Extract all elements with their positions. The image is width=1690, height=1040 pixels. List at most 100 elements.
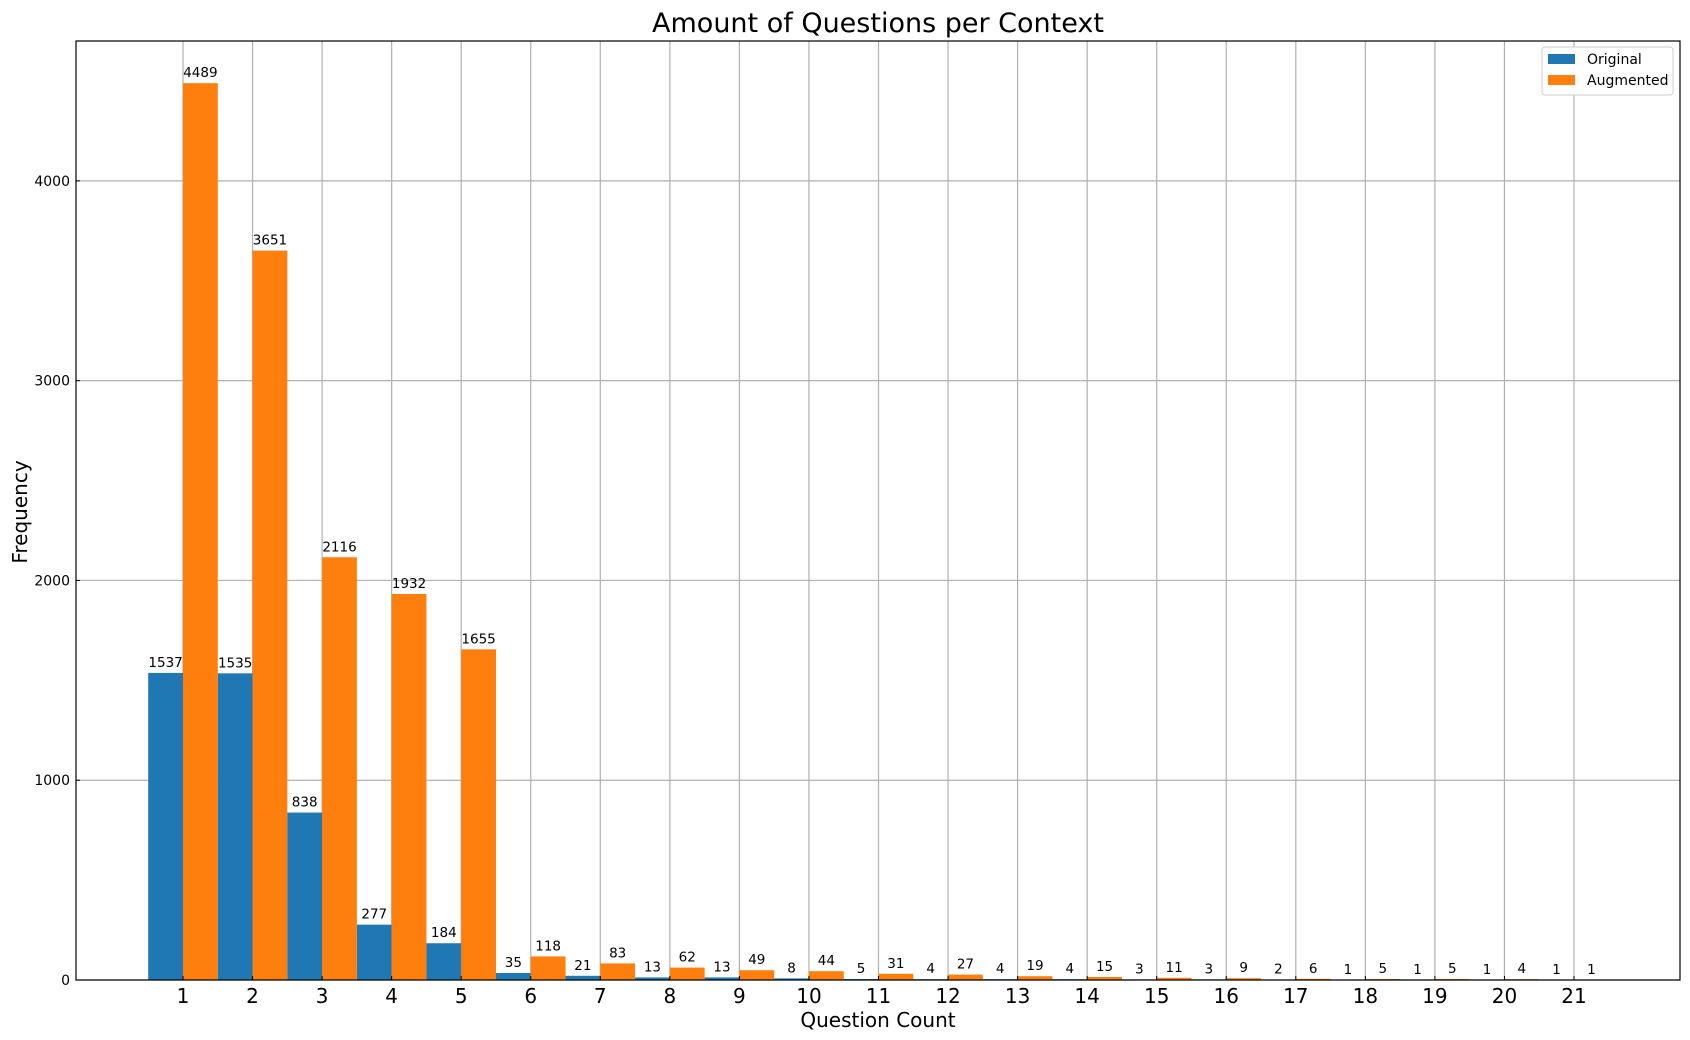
x-tick-label-17: 17: [1283, 984, 1308, 1008]
bar-original-7: [565, 975, 601, 980]
bar-label-original-13: 4: [996, 961, 1005, 977]
bar-label-augmented-12: 27: [957, 957, 974, 973]
bar-label-original-10: 8: [787, 960, 796, 976]
x-tick-label-11: 11: [866, 984, 891, 1008]
x-tick-label-10: 10: [796, 984, 821, 1008]
bar-label-original-19: 1: [1413, 962, 1422, 978]
bar-label-original-14: 4: [1065, 961, 1074, 977]
bar-augmented-7: [600, 963, 636, 980]
bar-augmented-13: [1017, 976, 1053, 980]
x-tick-label-7: 7: [594, 984, 607, 1008]
x-tick-label-15: 15: [1144, 984, 1169, 1008]
bar-original-4: [356, 924, 392, 980]
x-tick-label-21: 21: [1561, 984, 1586, 1008]
chart-title: Amount of Questions per Context: [652, 8, 1104, 39]
bar-label-augmented-20: 4: [1518, 961, 1527, 977]
bar-augmented-2: [252, 250, 288, 981]
x-axis-ticks: 1 2 3 4 5 6 7 8 9 10 11 12 13 14 15 16 17 18 19 20 21: [177, 976, 1587, 1008]
bar-label-augmented-17: 6: [1309, 961, 1318, 977]
x-tick-label-2: 2: [246, 984, 259, 1008]
bar-label-original-6: 35: [505, 955, 522, 971]
x-tick-label-6: 6: [524, 984, 537, 1008]
bar-original-3: [287, 812, 323, 980]
bar-label-augmented-8: 62: [679, 950, 696, 966]
bar-augmented-11: [878, 973, 914, 980]
bar-label-augmented-18: 5: [1378, 961, 1387, 977]
legend-swatch-augmented: [1548, 75, 1575, 85]
bar-augmented-15: [1156, 977, 1192, 980]
bar-original-8: [635, 977, 670, 980]
bar-augmented-5: [461, 649, 496, 980]
bar-label-augmented-19: 5: [1448, 961, 1457, 977]
bar-original-1: [148, 672, 183, 980]
bar-label-original-12: 4: [926, 961, 935, 977]
bar-label-original-21: 1: [1552, 962, 1561, 978]
bar-label-original-8: 13: [644, 959, 661, 975]
y-tick-label-3000: 3000: [34, 374, 70, 390]
bar-augmented-4: [391, 594, 427, 980]
y-tick-label-4000: 4000: [34, 174, 70, 190]
bar-augmented-3: [322, 557, 357, 980]
x-tick-label-14: 14: [1074, 984, 1099, 1008]
bar-label-augmented-11: 31: [887, 956, 904, 972]
bar-label-original-7: 21: [574, 958, 591, 974]
bar-label-original-17: 2: [1274, 962, 1283, 978]
bar-label-augmented-16: 9: [1239, 960, 1248, 976]
bar-label-original-18: 1: [1344, 962, 1353, 978]
bar-label-augmented-14: 15: [1096, 959, 1113, 975]
y-tick-label-1000: 1000: [34, 773, 70, 789]
bar-augmented-12: [948, 974, 983, 980]
x-tick-label-20: 20: [1492, 984, 1517, 1008]
y-axis-label: Frequency: [8, 460, 32, 563]
bar-label-original-1: 1537: [148, 655, 182, 671]
y-axis-ticks: 0 1000 2000 3000 4000: [34, 174, 80, 989]
bar-label-augmented-6: 118: [535, 938, 561, 954]
bar-original-10: [774, 978, 809, 980]
bar-label-original-9: 13: [713, 959, 730, 975]
legend-label-augmented: Augmented: [1587, 73, 1668, 89]
bar-augmented-6: [530, 956, 566, 980]
bar-original-2: [217, 673, 253, 980]
bar-label-original-11: 5: [857, 961, 866, 977]
bar-label-original-15: 3: [1135, 961, 1144, 977]
bar-label-original-4: 277: [361, 907, 387, 923]
x-tick-label-8: 8: [663, 984, 676, 1008]
y-tick-label-2000: 2000: [34, 573, 70, 589]
bar-label-augmented-21: 1: [1587, 962, 1596, 978]
bar-label-augmented-3: 2116: [322, 539, 356, 555]
bar-label-augmented-10: 44: [818, 953, 835, 969]
x-tick-label-13: 13: [1005, 984, 1030, 1008]
bar-label-augmented-13: 19: [1026, 958, 1043, 974]
bar-label-augmented-1: 4489: [183, 65, 217, 81]
bar-augmented-1: [183, 83, 218, 981]
x-tick-label-18: 18: [1353, 984, 1378, 1008]
x-tick-label-19: 19: [1422, 984, 1447, 1008]
bar-augmented-14: [1087, 977, 1122, 980]
x-tick-label-16: 16: [1214, 984, 1239, 1008]
bar-label-augmented-4: 1932: [392, 576, 426, 592]
legend: Original Augmented: [1541, 46, 1674, 96]
bar-label-augmented-5: 1655: [461, 631, 495, 647]
bar-label-original-3: 838: [292, 795, 318, 811]
bar-original-5: [426, 943, 462, 980]
x-tick-label-4: 4: [385, 984, 398, 1008]
x-tick-label-3: 3: [316, 984, 329, 1008]
bar-label-augmented-2: 3651: [253, 233, 287, 249]
bar-augmented-9: [739, 970, 775, 980]
x-tick-label-9: 9: [733, 984, 746, 1008]
legend-swatch-original: [1548, 54, 1575, 64]
x-tick-label-12: 12: [935, 984, 960, 1008]
bar-label-augmented-9: 49: [748, 952, 765, 968]
bar-original-9: [704, 977, 740, 980]
x-tick-label-5: 5: [455, 984, 468, 1008]
bar-label-original-16: 3: [1205, 961, 1214, 977]
bars: [148, 83, 1609, 981]
bar-original-6: [495, 973, 531, 980]
legend-label-original: Original: [1587, 52, 1642, 68]
bar-augmented-10: [808, 971, 844, 980]
y-tick-label-0: 0: [61, 973, 70, 989]
bar-label-original-20: 1: [1483, 962, 1492, 978]
bar-label-augmented-15: 11: [1166, 960, 1183, 976]
